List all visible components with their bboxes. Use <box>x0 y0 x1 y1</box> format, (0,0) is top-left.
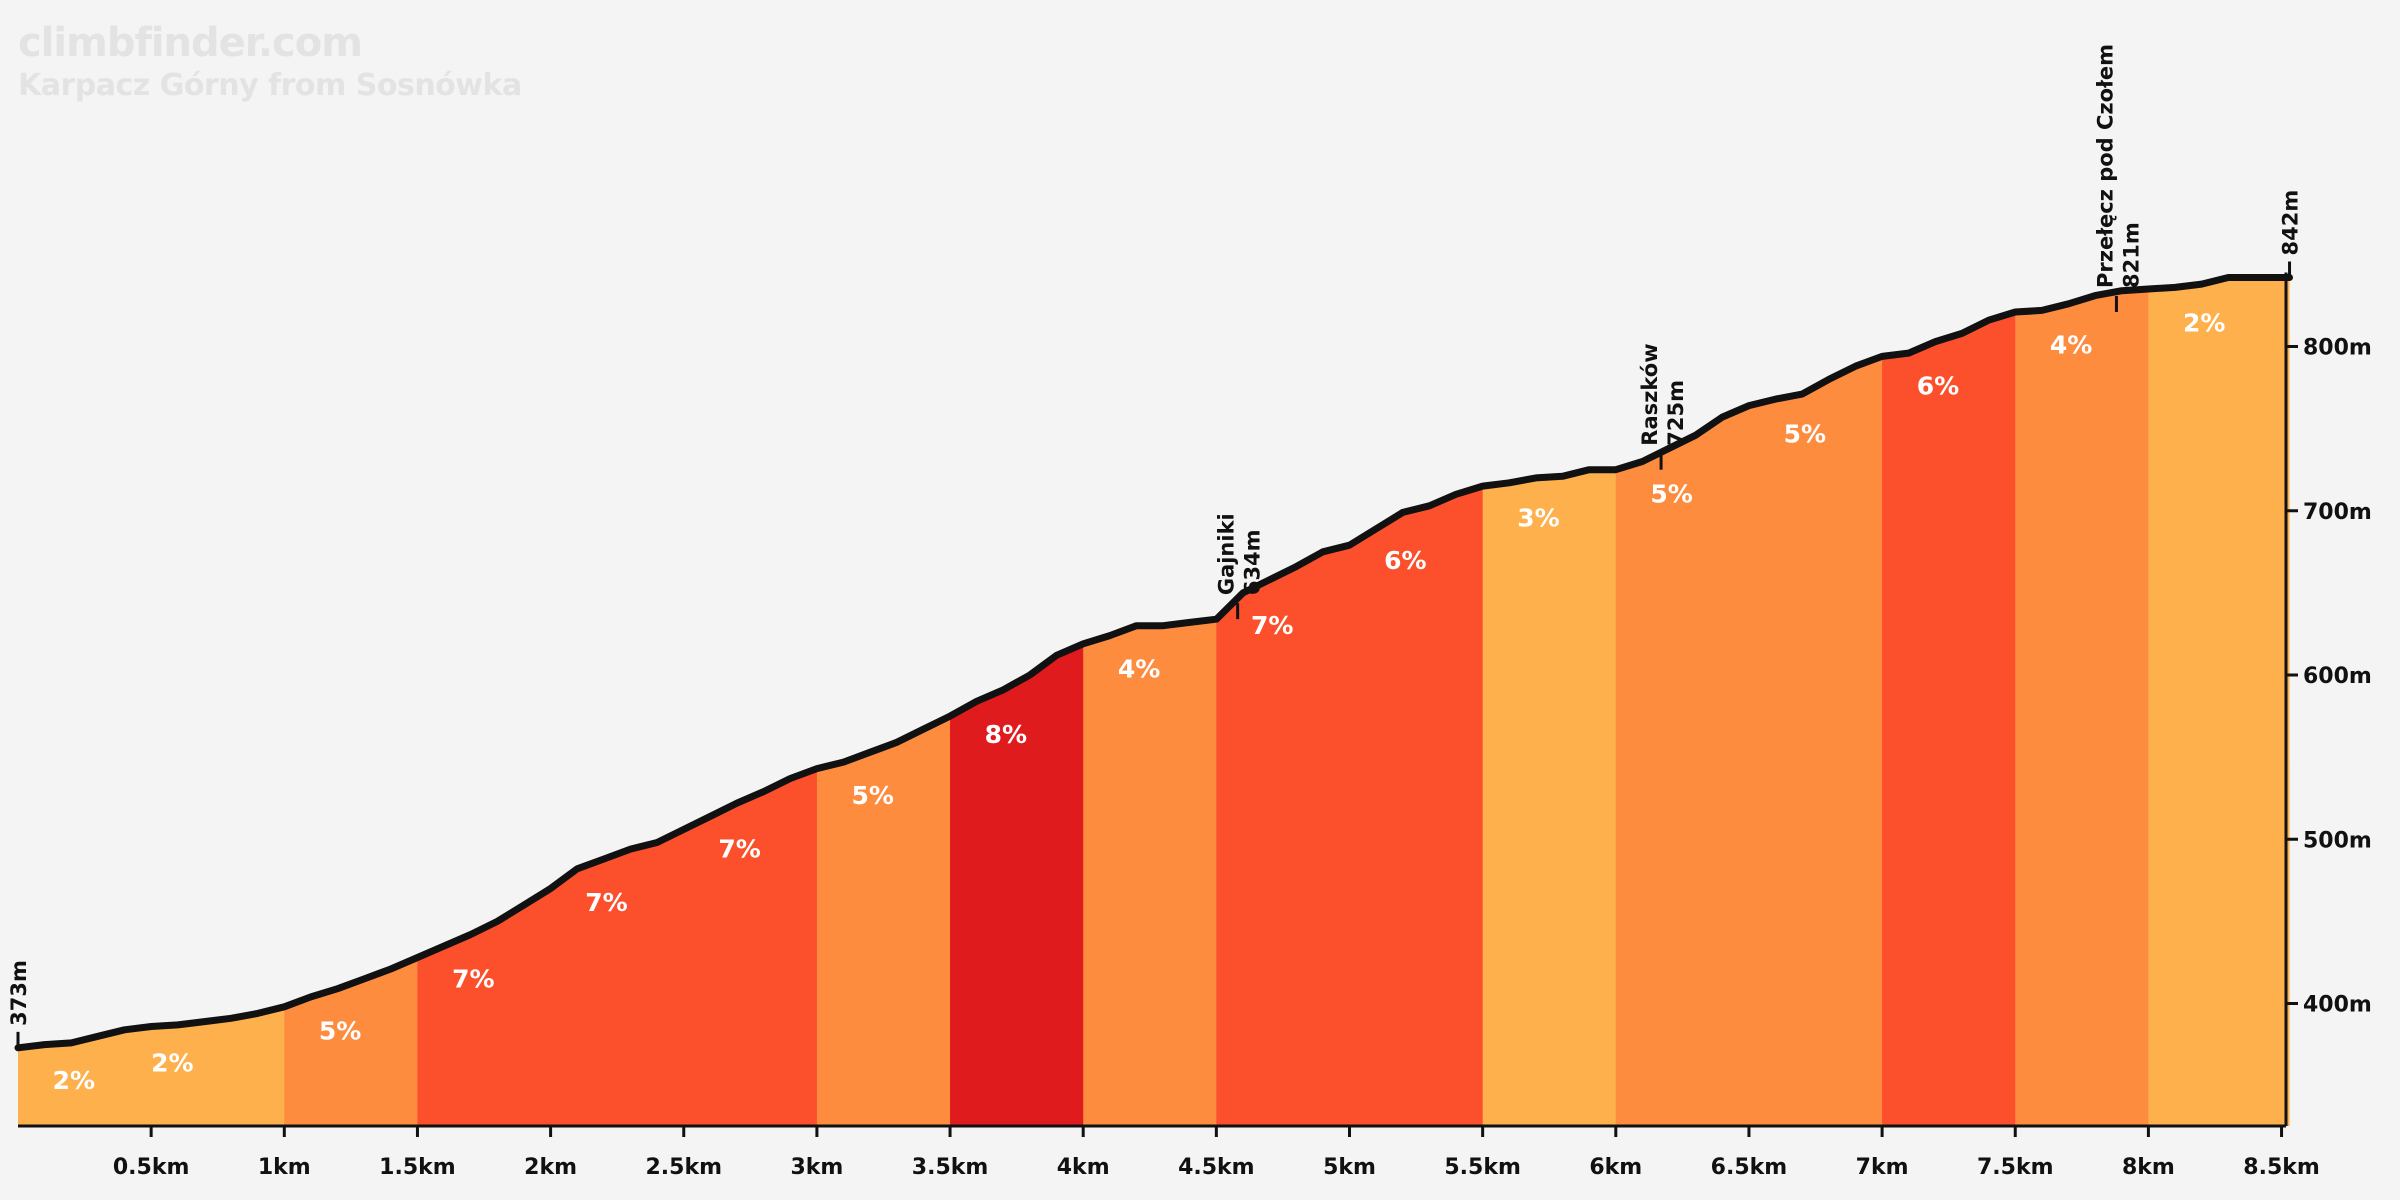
x-tick-label: 4.5km <box>1178 1155 1255 1180</box>
grade-label: 6% <box>1384 546 1426 575</box>
gradient-band <box>950 277 1084 1126</box>
grade-label: 4% <box>1118 655 1160 684</box>
y-tick-label: 400m <box>2303 993 2372 1018</box>
gradient-band <box>1482 277 1617 1126</box>
x-tick-label: 8.5km <box>2243 1155 2320 1180</box>
gradient-band <box>2148 277 2290 1126</box>
x-tick-label: 7.5km <box>1977 1155 2054 1180</box>
grade-label: 6% <box>1917 372 1959 401</box>
gradient-band <box>550 277 685 1126</box>
gradient-segments <box>18 277 2290 1126</box>
x-tick-label: 1km <box>258 1155 311 1180</box>
x-tick-label: 8km <box>2122 1155 2175 1180</box>
grade-label: 7% <box>718 834 760 863</box>
climb-title: Karpacz Górny from Sosnówka <box>18 68 522 103</box>
waypoint-elevation: 821m <box>2119 222 2143 288</box>
x-tick-label: 2.5km <box>645 1155 722 1180</box>
gradient-band <box>2015 277 2149 1126</box>
x-tick-label: 0.5km <box>113 1155 190 1180</box>
grade-label: 5% <box>1784 420 1826 449</box>
waypoint-elevation: 842m <box>2279 190 2303 256</box>
grade-label: 8% <box>985 720 1027 749</box>
grade-label: 5% <box>852 781 894 810</box>
grade-label: 7% <box>1251 611 1293 640</box>
gradient-band <box>1748 277 1883 1126</box>
grade-label: 7% <box>585 888 627 917</box>
grade-label: 4% <box>2050 330 2092 359</box>
x-tick-label: 6km <box>1589 1155 1642 1180</box>
gradient-band <box>1083 277 1217 1126</box>
y-tick-label: 800m <box>2303 336 2372 361</box>
y-tick-label: 700m <box>2303 500 2372 525</box>
x-tick-label: 3km <box>790 1155 843 1180</box>
grade-label: 2% <box>53 1066 95 1095</box>
x-tick-label: 6.5km <box>1711 1155 1788 1180</box>
grade-label: 5% <box>319 1016 361 1045</box>
waypoint-elevation: 725m <box>1664 380 1688 446</box>
x-tick-label: 1.5km <box>379 1155 456 1180</box>
x-tick-label: 3.5km <box>912 1155 989 1180</box>
waypoint-elevation: 634m <box>1241 529 1265 595</box>
gradient-band <box>18 277 152 1126</box>
x-tick-label: 5.5km <box>1444 1155 1521 1180</box>
waypoint-name: Przełęcz pod Czołem <box>2093 44 2117 288</box>
x-tick-label: 7km <box>1856 1155 1909 1180</box>
x-tick-label: 4km <box>1057 1155 1110 1180</box>
gradient-band <box>1615 277 1750 1126</box>
gradient-band <box>816 277 951 1126</box>
grade-label: 2% <box>151 1048 193 1077</box>
x-tick-label: 2km <box>524 1155 577 1180</box>
x-tick-label: 5km <box>1323 1155 1376 1180</box>
gradient-band <box>1882 277 2016 1126</box>
site-brand: climbfinder.com <box>18 20 363 66</box>
waypoint-elevation: 373m <box>7 960 31 1026</box>
grade-label: 7% <box>452 965 494 994</box>
gradient-band <box>417 277 552 1126</box>
waypoint-name: Gajniki <box>1215 513 1239 595</box>
gradient-band <box>683 277 818 1126</box>
grade-label: 2% <box>2183 308 2225 337</box>
gradient-band <box>18 277 285 1126</box>
elevation-line <box>14 274 2293 1052</box>
gradient-band <box>284 277 418 1126</box>
grade-label: 5% <box>1650 480 1692 509</box>
y-tick-label: 600m <box>2303 664 2372 689</box>
grade-label: 3% <box>1517 503 1559 532</box>
waypoint-name: Raszków <box>1638 343 1662 445</box>
y-tick-label: 500m <box>2303 828 2372 853</box>
